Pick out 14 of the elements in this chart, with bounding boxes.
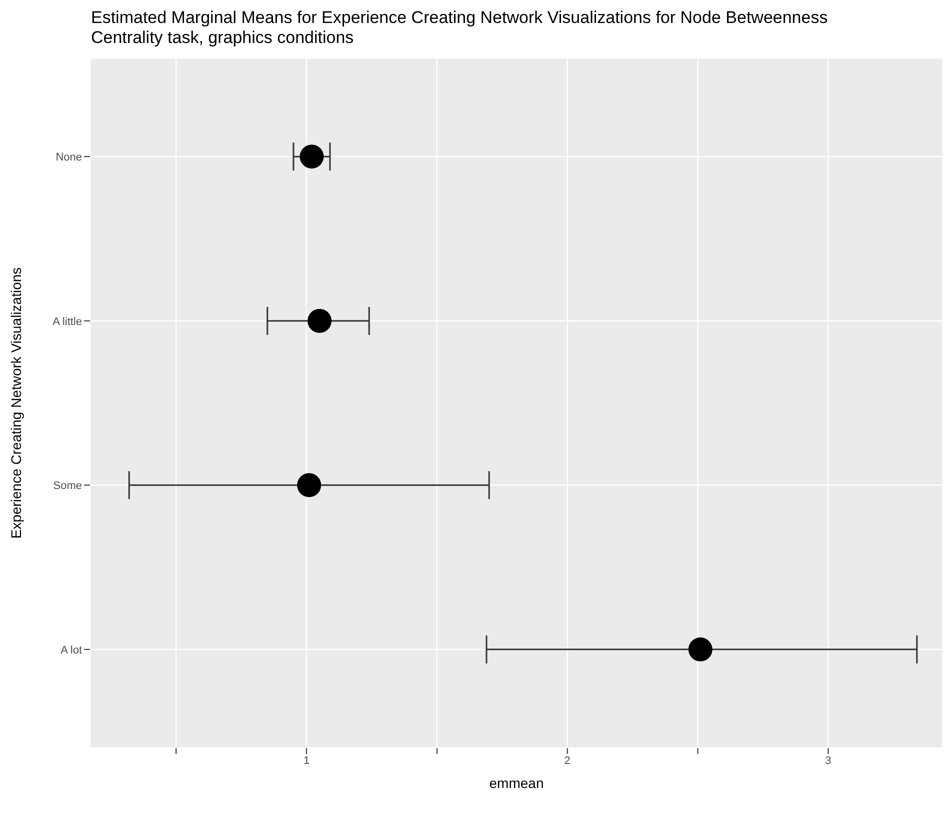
y-tick-label: Some: [53, 480, 82, 492]
x-axis-title: emmean: [489, 775, 544, 791]
point: [308, 308, 332, 333]
point: [688, 637, 712, 662]
x-tick-label: 1: [303, 754, 310, 767]
x-tick-label: 3: [825, 754, 832, 767]
y-tick-label: A little: [52, 316, 82, 328]
x-tick-label: 2: [564, 754, 570, 767]
chart-title: Estimated Marginal Means for Experience Creating Network Visualizations for Node Betweenness Centrality task, graphics conditions: [91, 8, 829, 48]
y-axis-title: Experience Creating Network Visualizations: [8, 267, 24, 539]
point: [300, 144, 324, 169]
y-tick-label: None: [56, 151, 82, 164]
point: [297, 473, 322, 498]
y-tick-label: A lot: [60, 644, 82, 656]
